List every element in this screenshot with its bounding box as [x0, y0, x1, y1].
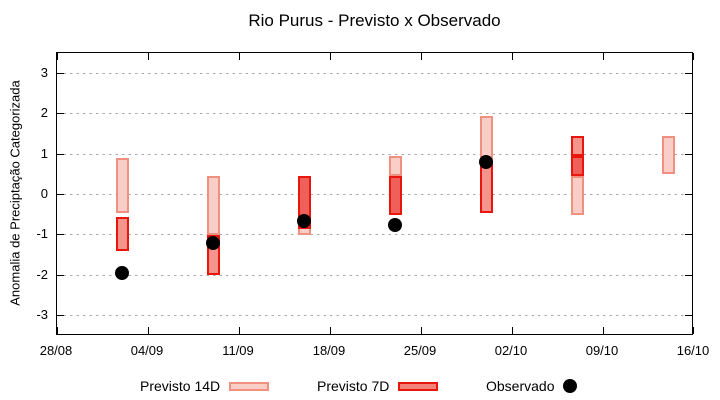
x-tick-mark: [420, 53, 422, 60]
x-tick-mark: [329, 327, 331, 334]
forecast-bar-segment: [479, 162, 493, 213]
x-tick-mark: [602, 53, 604, 60]
x-tick-mark: [57, 327, 58, 334]
x-tick-mark: [511, 53, 513, 60]
forecast-bar-segment: [115, 158, 129, 213]
y-tick-label: 1: [40, 145, 48, 161]
legend-label-observado: Observado: [486, 378, 555, 394]
x-tick-mark: [420, 327, 422, 334]
forecast-bar-segment: [388, 156, 402, 177]
forecast-bar-segment: [570, 156, 584, 177]
x-tick-mark: [238, 53, 240, 60]
y-tick-mark: [685, 113, 692, 115]
gridline: [57, 315, 692, 317]
x-tick-label: 16/10: [676, 343, 710, 358]
y-tick-mark: [57, 194, 64, 195]
y-tick-label: -2: [36, 266, 48, 282]
previsto-14d-swatch-icon: [229, 381, 270, 391]
observed-point: [479, 155, 493, 170]
forecast-bar-segment: [570, 135, 584, 157]
x-tick-mark: [602, 327, 604, 334]
observed-point: [206, 236, 220, 250]
x-tick-label: 11/09: [222, 343, 254, 358]
observed-point: [388, 217, 402, 232]
forecast-bar-segment: [206, 176, 220, 235]
x-tick-mark: [147, 53, 149, 60]
chart-title: Rio Purus - Previsto x Observado: [248, 11, 501, 30]
x-tick-mark: [238, 327, 240, 334]
x-tick-mark: [329, 53, 331, 60]
x-tick-mark: [147, 327, 149, 334]
forecast-bar-segment: [388, 176, 402, 215]
x-tick-label: 04/09: [130, 343, 164, 358]
y-tick-mark: [57, 234, 64, 236]
observado-dot-icon: [563, 379, 578, 393]
y-tick-mark: [685, 274, 692, 276]
y-tick-mark: [685, 234, 692, 236]
forecast-bar-segment: [115, 216, 129, 252]
y-tick-mark: [685, 315, 692, 317]
y-tick-label: 3: [40, 64, 48, 80]
x-tick-label: 02/10: [494, 343, 528, 358]
y-tick-mark: [57, 153, 64, 155]
x-tick-mark: [692, 53, 694, 60]
y-tick-mark: [57, 113, 64, 115]
forecast-bar-segment: [570, 176, 584, 215]
y-tick-mark: [57, 315, 64, 317]
x-tick-label: 09/10: [585, 343, 619, 358]
gridline: [57, 72, 692, 74]
x-tick-label: 28/08: [39, 343, 73, 358]
plot-area: [56, 52, 694, 335]
y-tick-label: 0: [40, 186, 48, 201]
x-tick-mark: [511, 327, 513, 334]
y-tick-mark: [57, 72, 64, 74]
legend-label-previsto-7d: Previsto 7D: [317, 378, 390, 394]
x-tick-mark: [57, 53, 58, 60]
observed-point: [115, 266, 129, 281]
observed-point: [297, 213, 311, 228]
gridline: [57, 274, 692, 276]
gridline: [57, 194, 692, 195]
y-tick-mark: [685, 72, 692, 74]
y-tick-label: 2: [40, 105, 48, 121]
x-tick-label: 25/09: [403, 343, 437, 358]
y-tick-mark: [685, 153, 692, 155]
legend-item-observado: Observado: [486, 378, 578, 394]
forecast-bar-segment: [661, 135, 675, 175]
previsto-7d-swatch-icon: [398, 381, 439, 391]
x-tick-label: 18/09: [312, 343, 346, 358]
legend-item-previsto-7d: Previsto 7D: [317, 378, 439, 394]
y-tick-label: -1: [36, 226, 48, 242]
legend-item-previsto-14d: Previsto 14D: [140, 378, 270, 394]
x-tick-mark: [692, 327, 694, 334]
y-tick-mark: [685, 194, 692, 195]
gridline: [57, 234, 692, 236]
legend-label-previsto-14d: Previsto 14D: [140, 378, 221, 394]
gridline: [57, 113, 692, 115]
y-tick-mark: [57, 274, 64, 276]
y-tick-label: -3: [36, 307, 48, 323]
gridline: [57, 153, 692, 155]
